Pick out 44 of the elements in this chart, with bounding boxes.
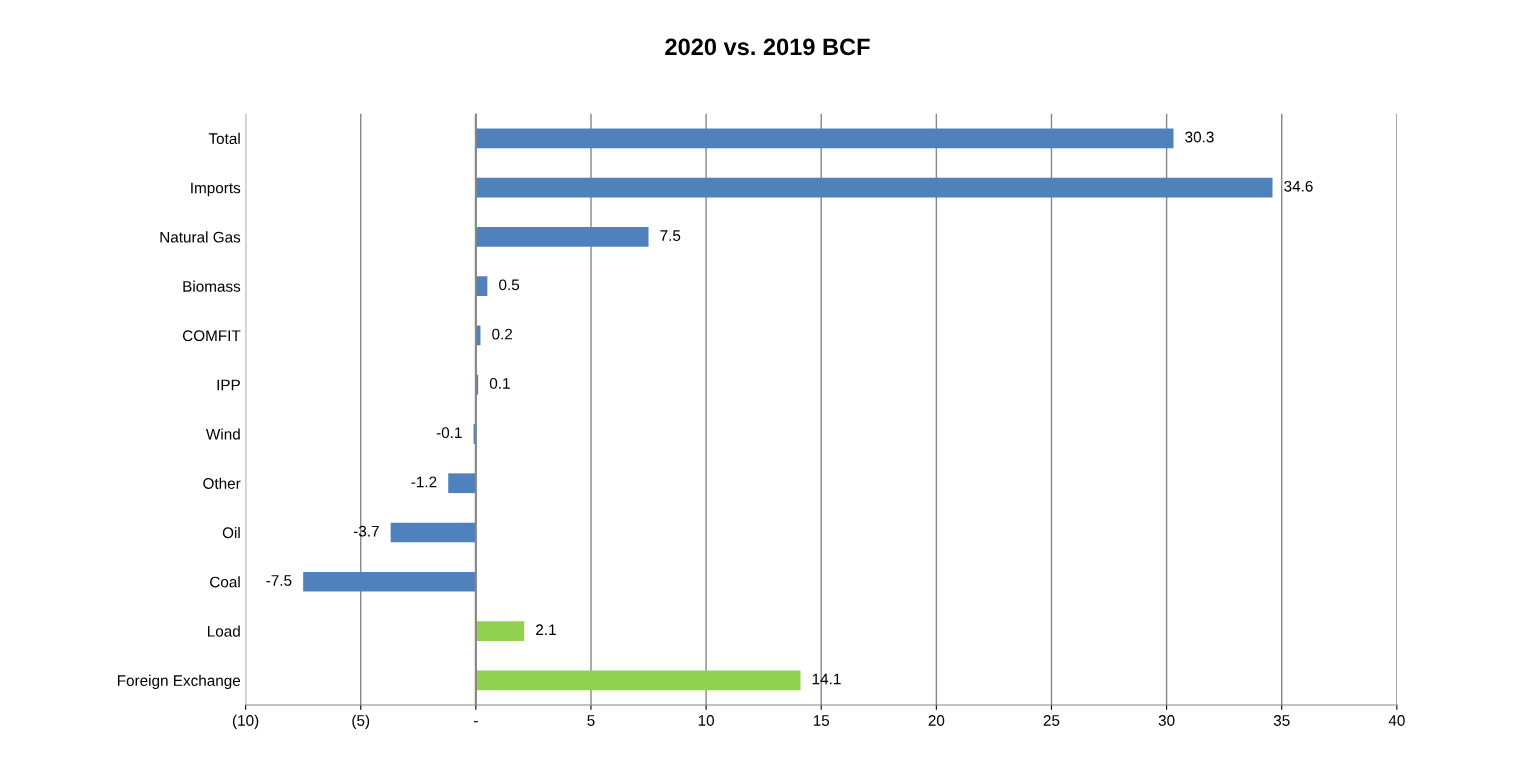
x-tick-label: 25 [1043,715,1060,726]
data-label: 0.1 [489,377,510,389]
chart-title: 2020 vs. 2019 BCF [665,38,870,56]
x-tick-label: 20 [928,715,945,726]
x-tick-label: 40 [1388,715,1405,726]
x-tick-label: 10 [698,715,714,726]
y-tick-label: Biomass [183,280,241,292]
y-tick-label: Other [203,477,241,489]
data-label: -0.1 [436,427,462,439]
y-tick-label: Natural Gas [160,231,241,243]
x-tick-label: 35 [1273,715,1290,726]
y-tick-label: Load [208,625,240,637]
y-tick-label: Total [208,132,240,145]
y-tick-label: IPP [217,379,240,391]
bar [475,177,1273,198]
y-tick-label: Imports [191,182,241,197]
data-label: 34.6 [1284,180,1313,192]
y-tick-label: Wind [206,428,240,440]
data-label: -1.2 [411,476,437,488]
data-label: 30.3 [1185,131,1214,143]
data-label: 14.1 [812,673,841,685]
x-tick-label: 15 [813,715,830,726]
bar [475,128,1174,149]
y-tick-label: Coal [210,576,240,588]
bar [475,670,801,691]
y-tick-label: COMFIT [182,330,241,342]
bar [390,522,476,543]
data-label: 0.2 [492,328,513,340]
x-tick-label: 5 [587,715,595,726]
bar [303,571,476,592]
y-tick-label: Oil [222,526,240,539]
x-tick-label: 30 [1158,715,1175,726]
data-label: -7.5 [266,575,292,586]
x-tick-label: - [473,721,478,723]
x-tick-label: (5) [352,714,370,729]
bar [475,621,525,641]
data-label: -3.7 [353,525,379,537]
data-label: 0.5 [499,279,520,291]
y-tick-label: Foreign Exchange [118,674,241,690]
x-tick-label: (10) [232,714,259,729]
bar [448,473,476,494]
bar [475,227,649,247]
data-label: 2.1 [536,624,556,635]
data-label: 7.5 [660,230,681,241]
